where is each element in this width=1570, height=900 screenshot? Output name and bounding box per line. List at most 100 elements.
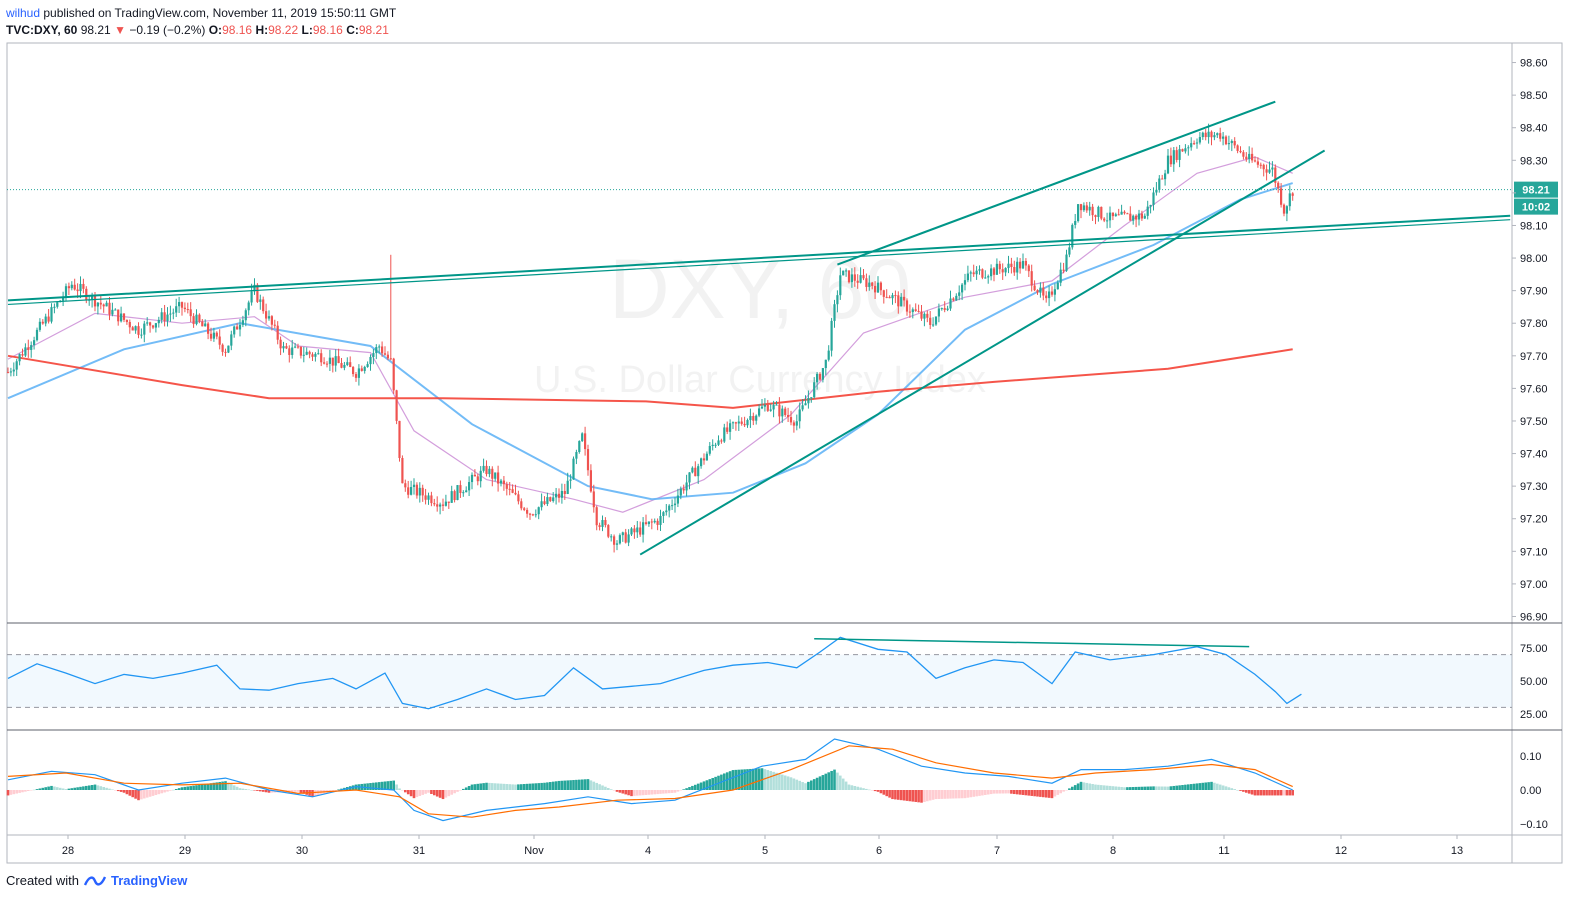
macd-histogram-bar xyxy=(1114,786,1118,790)
macd-histogram-bar xyxy=(1204,782,1207,790)
candle xyxy=(665,504,668,516)
candle-body xyxy=(540,501,543,508)
candle xyxy=(424,488,427,505)
candle-body xyxy=(990,268,993,277)
candle-body xyxy=(995,263,998,275)
candle-body xyxy=(1222,136,1225,139)
macd-histogram-bar xyxy=(174,789,178,790)
candle xyxy=(15,358,18,376)
candle xyxy=(1077,204,1080,223)
tradingview-brand[interactable]: TradingView xyxy=(110,873,188,888)
macd-histogram-bar xyxy=(525,783,529,790)
candle xyxy=(227,345,230,354)
candle xyxy=(389,254,392,361)
candle-body xyxy=(775,404,778,406)
candle xyxy=(1291,192,1294,201)
macd-histogram-bar xyxy=(50,785,53,790)
candle-body xyxy=(494,472,497,479)
macd-histogram-bar xyxy=(311,790,314,797)
candle xyxy=(395,389,398,425)
candle xyxy=(323,357,326,365)
close-label: C: xyxy=(346,23,359,37)
candle xyxy=(920,305,923,321)
macd-tick-label: −0.10 xyxy=(1520,819,1548,831)
macd-histogram-bar xyxy=(183,786,187,790)
macd-histogram-bar xyxy=(288,790,291,793)
candle-body xyxy=(836,295,839,305)
macd-histogram-bar xyxy=(711,777,714,790)
candle xyxy=(1082,202,1085,212)
macd-histogram-bar xyxy=(853,786,857,790)
candle-body xyxy=(639,527,642,535)
macd-histogram-bar xyxy=(1111,786,1115,790)
macd-histogram-bar xyxy=(995,790,999,794)
macd-histogram-bar xyxy=(244,789,248,790)
candle xyxy=(923,312,926,327)
candle xyxy=(1149,204,1152,214)
candle xyxy=(540,493,543,511)
macd-histogram-bar xyxy=(1059,790,1062,794)
candle-body xyxy=(592,491,595,508)
candle xyxy=(972,264,975,277)
macd-histogram-bar xyxy=(1094,784,1097,790)
candle-body xyxy=(230,334,233,346)
candle-body xyxy=(688,472,691,483)
candle-body xyxy=(816,373,819,383)
price-axis[interactable]: 98.60 98.50 98.40 98.30 98.10 98.00 97.90 97.80… xyxy=(1512,58,1548,624)
time-tick-label: 6 xyxy=(876,845,882,857)
candle xyxy=(407,480,410,499)
candle-body xyxy=(462,492,465,494)
time-axis[interactable]: 28 29 30 31 Nov 4 5 6 7 8 11 12 13 xyxy=(62,835,1463,857)
candle-body xyxy=(1190,143,1193,148)
candle-body xyxy=(830,320,833,351)
macd-histogram-bar xyxy=(708,779,712,790)
candle-body xyxy=(978,269,981,271)
candle xyxy=(476,473,479,486)
candle-body xyxy=(769,409,772,411)
candle xyxy=(441,498,445,511)
macd-histogram-bar xyxy=(897,790,900,800)
candle-body xyxy=(798,409,801,422)
candle-body xyxy=(218,336,221,345)
candle xyxy=(862,269,865,281)
candle-body xyxy=(375,347,378,354)
candle xyxy=(108,296,111,321)
candle-body xyxy=(488,468,491,475)
last-price-badge xyxy=(1514,181,1558,198)
candle xyxy=(1178,145,1181,168)
macd-histogram-bar xyxy=(682,789,685,790)
candle-body xyxy=(876,282,880,293)
candle-body xyxy=(227,345,230,353)
candle-body xyxy=(1172,150,1175,165)
candle xyxy=(514,484,517,496)
macd-histogram-bar xyxy=(401,790,404,791)
candle xyxy=(259,294,262,310)
candle xyxy=(821,367,824,383)
time-tick-label: 31 xyxy=(413,845,425,857)
macd-histogram-bar xyxy=(134,790,137,799)
candle xyxy=(294,342,297,349)
macd-histogram-bar xyxy=(537,783,540,790)
macd-histogram-bar xyxy=(412,790,416,799)
candle xyxy=(937,303,940,323)
candlesticks[interactable] xyxy=(6,123,1294,553)
candle xyxy=(470,472,474,490)
macd-histogram-bar xyxy=(807,781,810,790)
candle-body xyxy=(38,321,41,330)
macd-histogram-bar xyxy=(148,790,152,797)
candle xyxy=(511,484,514,494)
candle xyxy=(621,531,624,542)
candle xyxy=(810,397,813,403)
trendlines[interactable] xyxy=(7,100,1511,556)
candle xyxy=(1198,132,1201,145)
macd-histogram-bar xyxy=(1071,786,1074,790)
candle-body xyxy=(1085,205,1088,211)
candle-body xyxy=(47,316,50,322)
price-tick-label: 97.10 xyxy=(1520,546,1548,558)
candle xyxy=(1126,212,1129,215)
candle-body xyxy=(682,488,685,491)
macd-histogram-bar xyxy=(235,786,239,790)
candle-body xyxy=(201,321,204,327)
author-link[interactable]: wilhud xyxy=(6,6,41,20)
